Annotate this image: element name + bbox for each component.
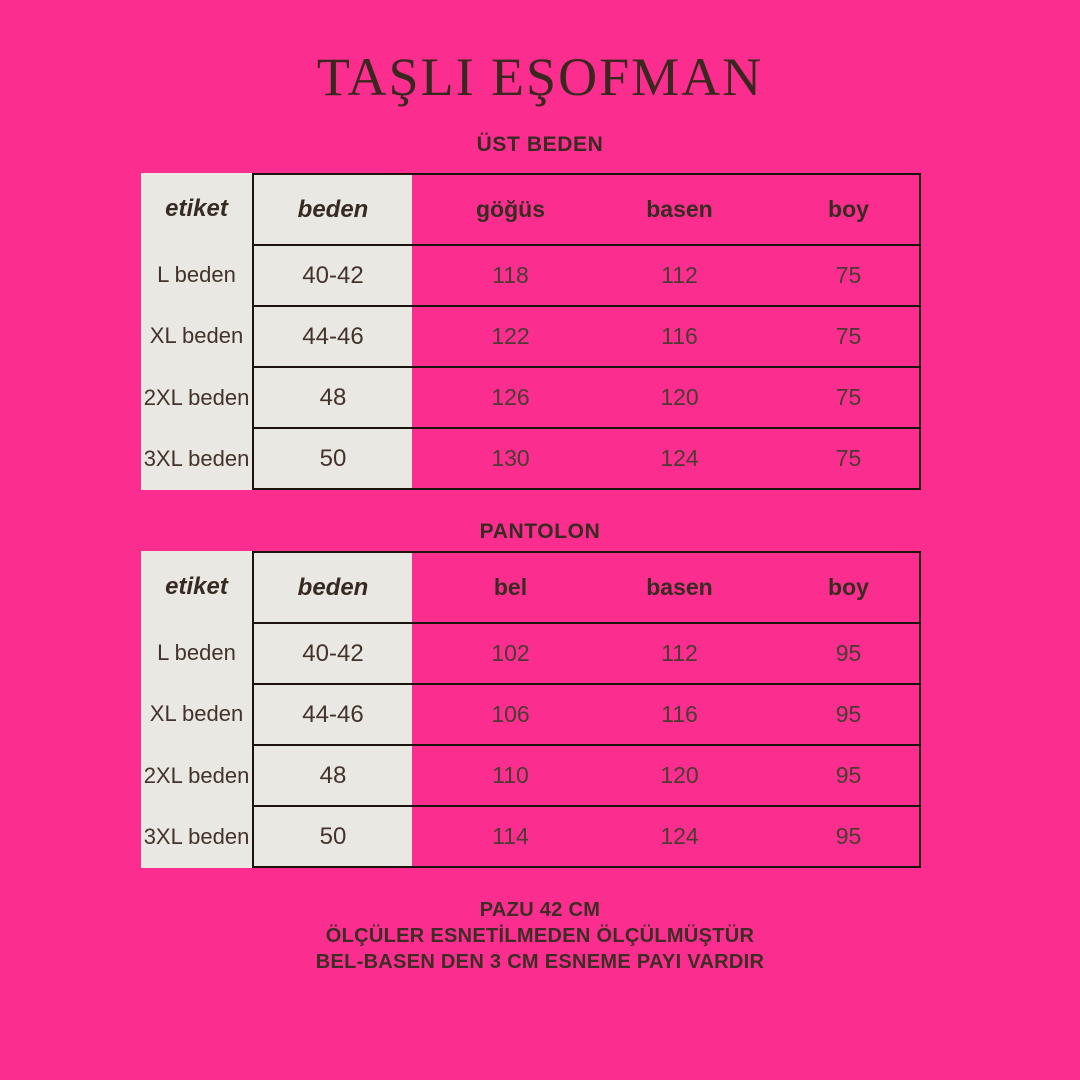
row-label: XL beden	[149, 701, 244, 727]
column-header-basen: basen	[646, 196, 713, 222]
measure-value-cell: 124	[660, 445, 699, 471]
measure-value-cell: 75	[835, 323, 862, 349]
measure-value-cell: 75	[835, 445, 862, 471]
row-label: L beden	[157, 639, 236, 665]
row-label: L beden	[157, 261, 236, 287]
measure-value-cell: 95	[835, 640, 862, 666]
measure-value-cell: 118	[492, 262, 529, 288]
table-header-row: beden göğüs basen boy	[254, 175, 919, 244]
table-body: beden göğüs basen boy 40-42 118 112 75 4…	[252, 173, 921, 490]
measure-value-cell: 130	[491, 445, 530, 471]
size-range-cell: 50	[254, 807, 412, 866]
footer-notes: PAZU 42 CM ÖLÇÜLER ESNETİLMEDEN ÖLÇÜLMÜŞ…	[0, 897, 1080, 975]
column-header-basen: basen	[646, 574, 713, 600]
measure-value-cell: 102	[491, 640, 530, 666]
measure-value-cell: 95	[835, 823, 862, 849]
measure-value-cell: 106	[491, 701, 530, 727]
measure-value-cell: 116	[661, 701, 698, 727]
footer-note-line: PAZU 42 CM	[479, 899, 601, 921]
size-range-cell: 50	[254, 429, 412, 488]
measure-value-cell: 126	[491, 384, 530, 410]
label-column-header: etiket	[165, 194, 228, 222]
size-range-cell: 40-42	[254, 246, 412, 305]
table-row: 48 110 120 95	[254, 744, 919, 805]
table-row: 44-46 122 116 75	[254, 305, 919, 366]
footer-note-line: BEL-BASEN DEN 3 CM ESNEME PAYI VARDIR	[315, 951, 765, 973]
size-range-cell: 40-42	[254, 624, 412, 683]
column-header-beden: beden	[254, 553, 412, 622]
row-label: 3XL beden	[143, 446, 250, 472]
table-row: 40-42 118 112 75	[254, 244, 919, 305]
column-header-bel: bel	[493, 574, 528, 600]
measure-value-cell: 75	[835, 384, 862, 410]
row-label: XL beden	[149, 323, 244, 349]
row-label: 2XL beden	[143, 384, 250, 410]
column-header-boy: boy	[828, 574, 869, 600]
size-table-pantolon: etiket L beden XL beden 2XL beden 3XL be…	[141, 551, 921, 868]
measure-value-cell: 75	[835, 262, 862, 288]
label-column-header: etiket	[165, 572, 228, 600]
measure-value-cell: 120	[660, 384, 699, 410]
measure-value-cell: 124	[660, 823, 699, 849]
size-range-cell: 44-46	[254, 307, 412, 366]
measure-value-cell: 112	[661, 262, 698, 288]
footer-note-line: ÖLÇÜLER ESNETİLMEDEN ÖLÇÜLMÜŞTÜR	[325, 925, 755, 947]
table-row: 48 126 120 75	[254, 366, 919, 427]
table-header-row: beden bel basen boy	[254, 553, 919, 622]
table-row: 50 114 124 95	[254, 805, 919, 866]
section-heading-pantolon: PANTOLON	[479, 520, 601, 543]
measure-value-cell: 110	[492, 762, 529, 788]
table-row: 40-42 102 112 95	[254, 622, 919, 683]
column-header-gogus: göğüs	[476, 196, 545, 222]
label-column: etiket L beden XL beden 2XL beden 3XL be…	[141, 173, 252, 490]
size-range-cell: 48	[254, 368, 412, 427]
row-label: 2XL beden	[143, 762, 250, 788]
section-heading-ust-beden: ÜST BEDEN	[476, 133, 604, 156]
size-range-cell: 44-46	[254, 685, 412, 744]
measure-value-cell: 95	[835, 701, 862, 727]
label-column: etiket L beden XL beden 2XL beden 3XL be…	[141, 551, 252, 868]
page-title: TAŞLI EŞOFMAN	[316, 47, 764, 107]
size-range-cell: 48	[254, 746, 412, 805]
table-body: beden bel basen boy 40-42 102 112 95 44-…	[252, 551, 921, 868]
measure-value-cell: 116	[661, 323, 698, 349]
measure-value-cell: 114	[492, 823, 529, 849]
row-label: 3XL beden	[143, 824, 250, 850]
size-table-ust-beden: etiket L beden XL beden 2XL beden 3XL be…	[141, 173, 921, 490]
measure-value-cell: 95	[835, 762, 862, 788]
column-header-boy: boy	[828, 196, 869, 222]
measure-value-cell: 122	[491, 323, 530, 349]
column-header-beden: beden	[254, 175, 412, 244]
measure-value-cell: 120	[660, 762, 699, 788]
measure-value-cell: 112	[661, 640, 698, 666]
table-row: 44-46 106 116 95	[254, 683, 919, 744]
table-row: 50 130 124 75	[254, 427, 919, 488]
